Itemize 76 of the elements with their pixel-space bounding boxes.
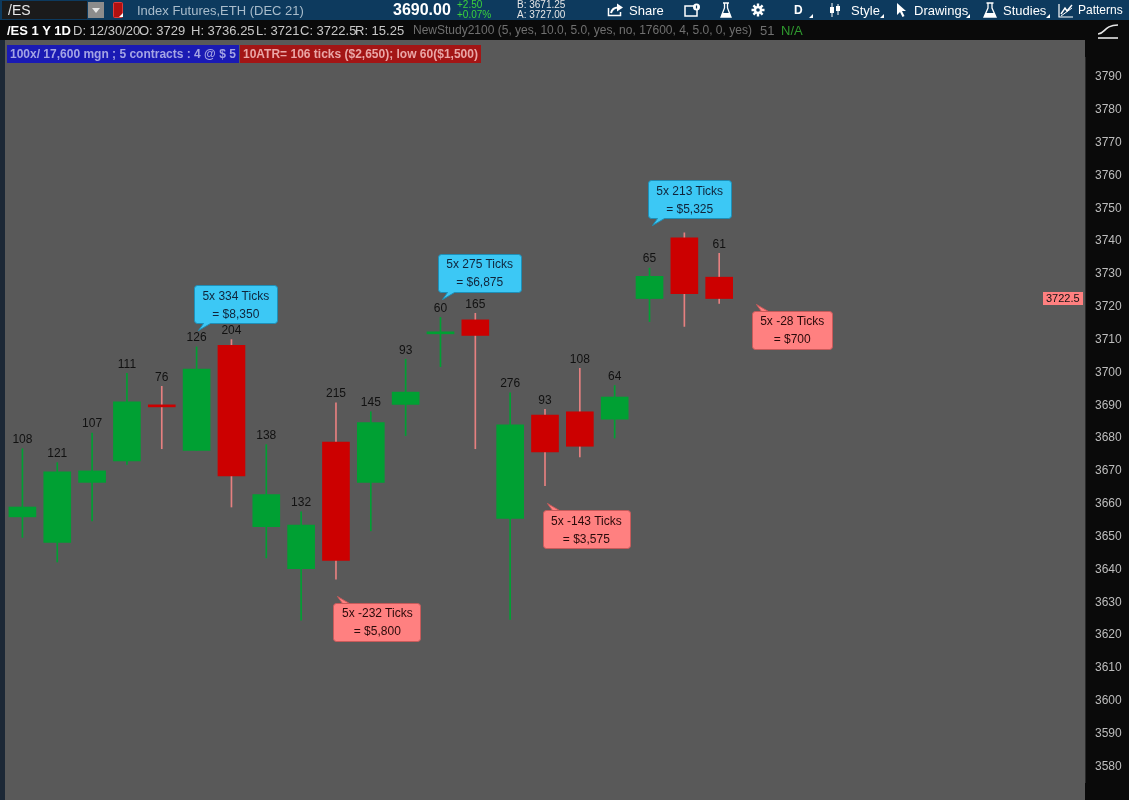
y-tick-label: 3590 <box>1095 725 1123 740</box>
text: C: 3722.5 <box>300 23 357 38</box>
text: 51 <box>760 23 775 38</box>
text: Drawings <box>914 3 969 18</box>
text: 93 <box>538 392 552 407</box>
y-tick-label: 3740 <box>1095 233 1123 248</box>
candlestick <box>78 432 106 522</box>
annotation: 3722.5 <box>1043 292 1083 306</box>
y-tick-label: 3760 <box>1095 167 1123 182</box>
text: 108 <box>12 432 33 447</box>
text: 60 <box>433 300 448 315</box>
text: 76 <box>155 369 169 384</box>
text: 65 <box>642 251 657 266</box>
text: R: 15.25 <box>355 23 405 38</box>
y-tick-label: 3640 <box>1095 561 1123 576</box>
text: Index Futures,ETH (DEC 21) <box>137 3 304 18</box>
text: 204 <box>221 322 242 337</box>
y-tick-label: 3660 <box>1095 496 1123 511</box>
text: Share <box>629 3 664 18</box>
text: 126 <box>186 330 207 345</box>
text: 132 <box>291 495 312 510</box>
text: L: 3721 <box>256 23 300 38</box>
text: 93 <box>398 342 413 357</box>
y-tick-label: 3780 <box>1095 102 1123 117</box>
y-tick-label: 3670 <box>1095 463 1123 478</box>
text: O: 3729 <box>139 23 186 38</box>
y-tick-label: 3600 <box>1095 693 1123 708</box>
annotation: 5x 275 Ticks = $6,875 <box>445 256 514 292</box>
y-tick-label: 3770 <box>1095 134 1123 149</box>
y-tick-label: 3790 <box>1095 69 1123 84</box>
y-tick-label: 3680 <box>1095 430 1123 445</box>
text: 64 <box>608 368 622 383</box>
text: /ES <box>8 2 31 18</box>
annotation: 5x -143 Ticks = $3,575 <box>550 512 623 548</box>
y-tick-label: 3620 <box>1095 627 1123 642</box>
text: B: 3671.25 <box>517 0 566 10</box>
text: N/A <box>781 23 803 38</box>
text: 3690.00 <box>393 1 451 18</box>
text: 108 <box>569 351 590 366</box>
text: 145 <box>360 395 381 410</box>
text: +0.07% <box>457 9 492 20</box>
y-tick-label: 3580 <box>1095 758 1123 773</box>
text: 276 <box>500 376 521 391</box>
text: D: 12/30/20 <box>73 23 141 38</box>
text: Studies <box>1003 3 1047 18</box>
annotation: 5x 334 Ticks = $8,350 <box>201 287 271 323</box>
y-tick-label: 3750 <box>1095 200 1123 215</box>
text: 121 <box>47 445 68 460</box>
y-tick-label: 3690 <box>1095 397 1123 412</box>
y-tick-label: 3720 <box>1095 299 1123 314</box>
annotation: 10ATR= 106 ticks ($2,650); low 60($1,500) <box>240 45 481 63</box>
text: 165 <box>465 296 486 311</box>
text: Patterns <box>1078 3 1123 17</box>
y-tick-label: 3650 <box>1095 528 1123 543</box>
annotation: 5x 213 Ticks = $5,325 <box>655 182 725 218</box>
y-tick-label: 3610 <box>1095 660 1123 675</box>
text: Style <box>851 3 880 18</box>
y-tick-label: 3630 <box>1095 594 1123 609</box>
text: 61 <box>712 236 726 251</box>
text: A: 3727.00 <box>517 9 566 20</box>
text: H: 3736.25 <box>191 23 255 38</box>
annotation: 5x -28 Ticks = $700 <box>759 313 826 349</box>
text: 111 <box>117 356 137 371</box>
y-tick-label: 3710 <box>1095 331 1123 346</box>
text: +2.50 <box>457 0 483 10</box>
text: NewStudy2100 (5, yes, 10.0, 5.0, yes, no, 17600, 4, 5.0, 0, yes) <box>413 23 752 37</box>
candlestick <box>461 312 490 450</box>
text: /ES 1 Y 1D <box>7 23 71 38</box>
text: 215 <box>325 386 346 401</box>
text: 107 <box>82 416 103 431</box>
y-tick-label: 3730 <box>1095 266 1123 281</box>
text: 138 <box>256 427 277 442</box>
annotation: 5x -232 Ticks = $5,800 <box>340 605 414 641</box>
annotation: 100x/ 17,600 mgn ; 5 contracts : 4 @ $ 5 <box>7 45 239 63</box>
y-tick-label: 3700 <box>1095 364 1123 379</box>
text: D <box>794 3 803 17</box>
